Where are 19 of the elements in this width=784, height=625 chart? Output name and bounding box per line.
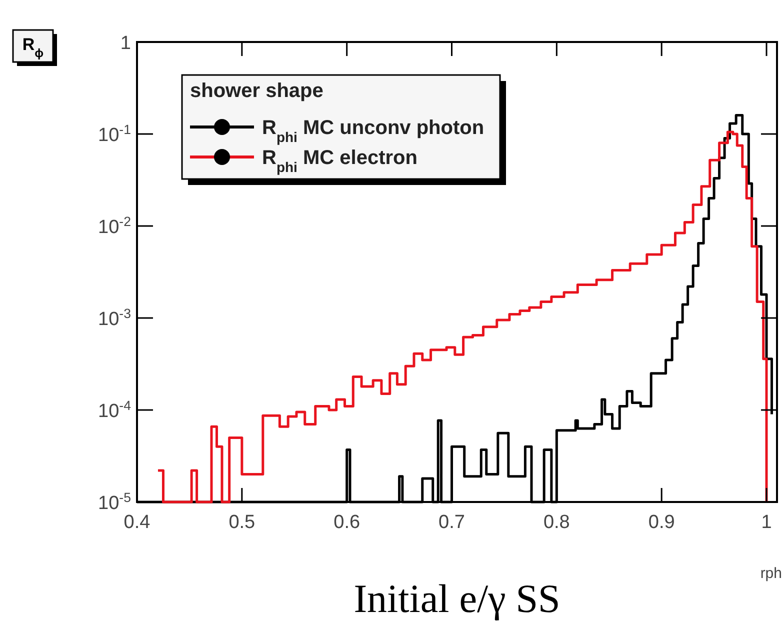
y-tick-label: 10$^{-3}$ xyxy=(98,306,131,330)
x-tick-label: 0.7 xyxy=(438,512,465,533)
y-tick-label: 10$^{-4}$ xyxy=(98,398,131,422)
x-axis-title: rph xyxy=(760,565,782,582)
x-tick-label: 0.6 xyxy=(334,512,360,533)
y-tick-label: 10$^{-2}$ xyxy=(98,214,131,238)
text: Initial e/γ SS xyxy=(354,576,560,621)
legend-label: R$_{phi}$ MC unconv photon xyxy=(262,117,484,145)
x-tick-label: 0.5 xyxy=(228,512,256,533)
legend-title: shower shape xyxy=(190,80,324,102)
x-tick-label: 1 xyxy=(761,512,772,533)
y-tick-label: 1 xyxy=(120,33,131,54)
x-tick-label: 0.8 xyxy=(543,512,570,533)
legend-label: R$_{phi}$ MC electron xyxy=(262,147,418,175)
y-tick-label: 10$^{-1}$ xyxy=(98,122,131,146)
x-tick-label: 0.4 xyxy=(124,512,151,533)
chart-title: R$_{ϕ}$ xyxy=(22,35,44,60)
y-tick-label: 10$^{-5}$ xyxy=(98,490,131,514)
x-tick-label: 0.9 xyxy=(648,512,675,533)
